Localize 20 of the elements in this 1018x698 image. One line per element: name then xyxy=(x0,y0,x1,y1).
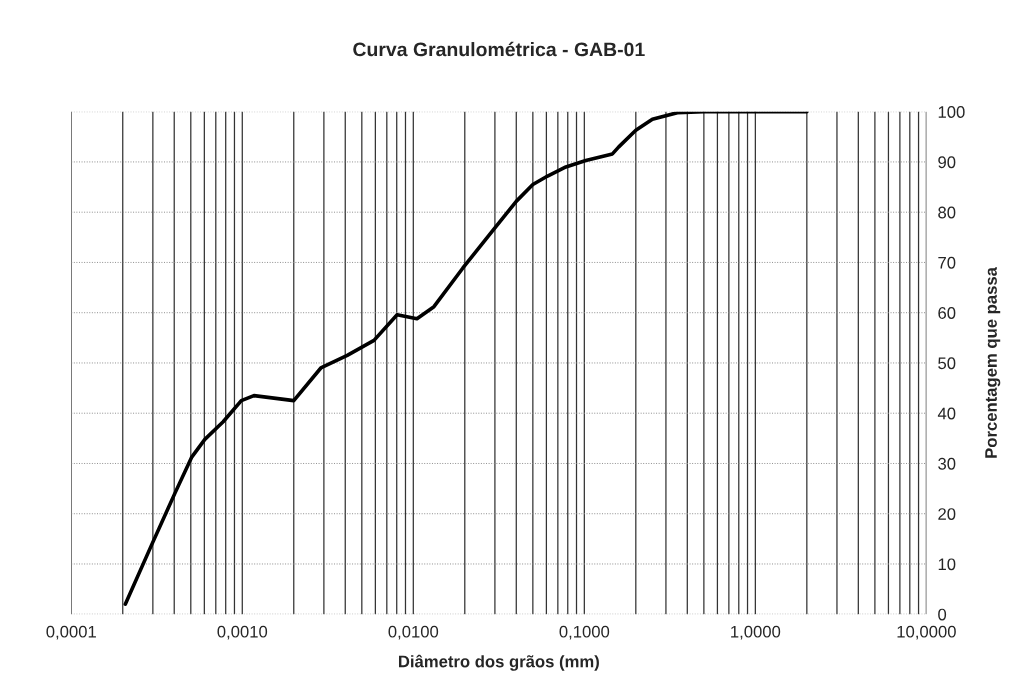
y-tick-label: 70 xyxy=(938,256,956,269)
x-axis-title: Diâmetro dos grãos (mm) xyxy=(398,654,599,671)
x-tick-label: 0,1000 xyxy=(559,625,610,640)
y-axis-title: Porcentagem que passa xyxy=(985,266,1001,458)
y-tick-label: 0 xyxy=(938,608,947,621)
x-tick-label: 1,0000 xyxy=(731,625,781,640)
y-tick-label: 80 xyxy=(938,206,956,219)
y-tick-label: 60 xyxy=(938,307,956,319)
x-tick-label: 0,0010 xyxy=(217,625,268,640)
x-tick-label: 0,0100 xyxy=(388,625,439,640)
x-tick-label: 0,0001 xyxy=(46,625,96,640)
y-tick-label: 30 xyxy=(938,457,956,470)
y-tick-label: 20 xyxy=(938,508,956,520)
y-tick-label: 10 xyxy=(938,558,956,571)
y-tick-label: 50 xyxy=(938,357,956,370)
y-tick-label: 100 xyxy=(938,106,965,118)
y-tick-label: 40 xyxy=(937,407,956,420)
y-tick-label: 90 xyxy=(938,156,956,169)
chart-title: Curva Granulométrica - GAB-01 xyxy=(353,41,645,57)
x-tick-label: 10,0000 xyxy=(897,625,956,640)
